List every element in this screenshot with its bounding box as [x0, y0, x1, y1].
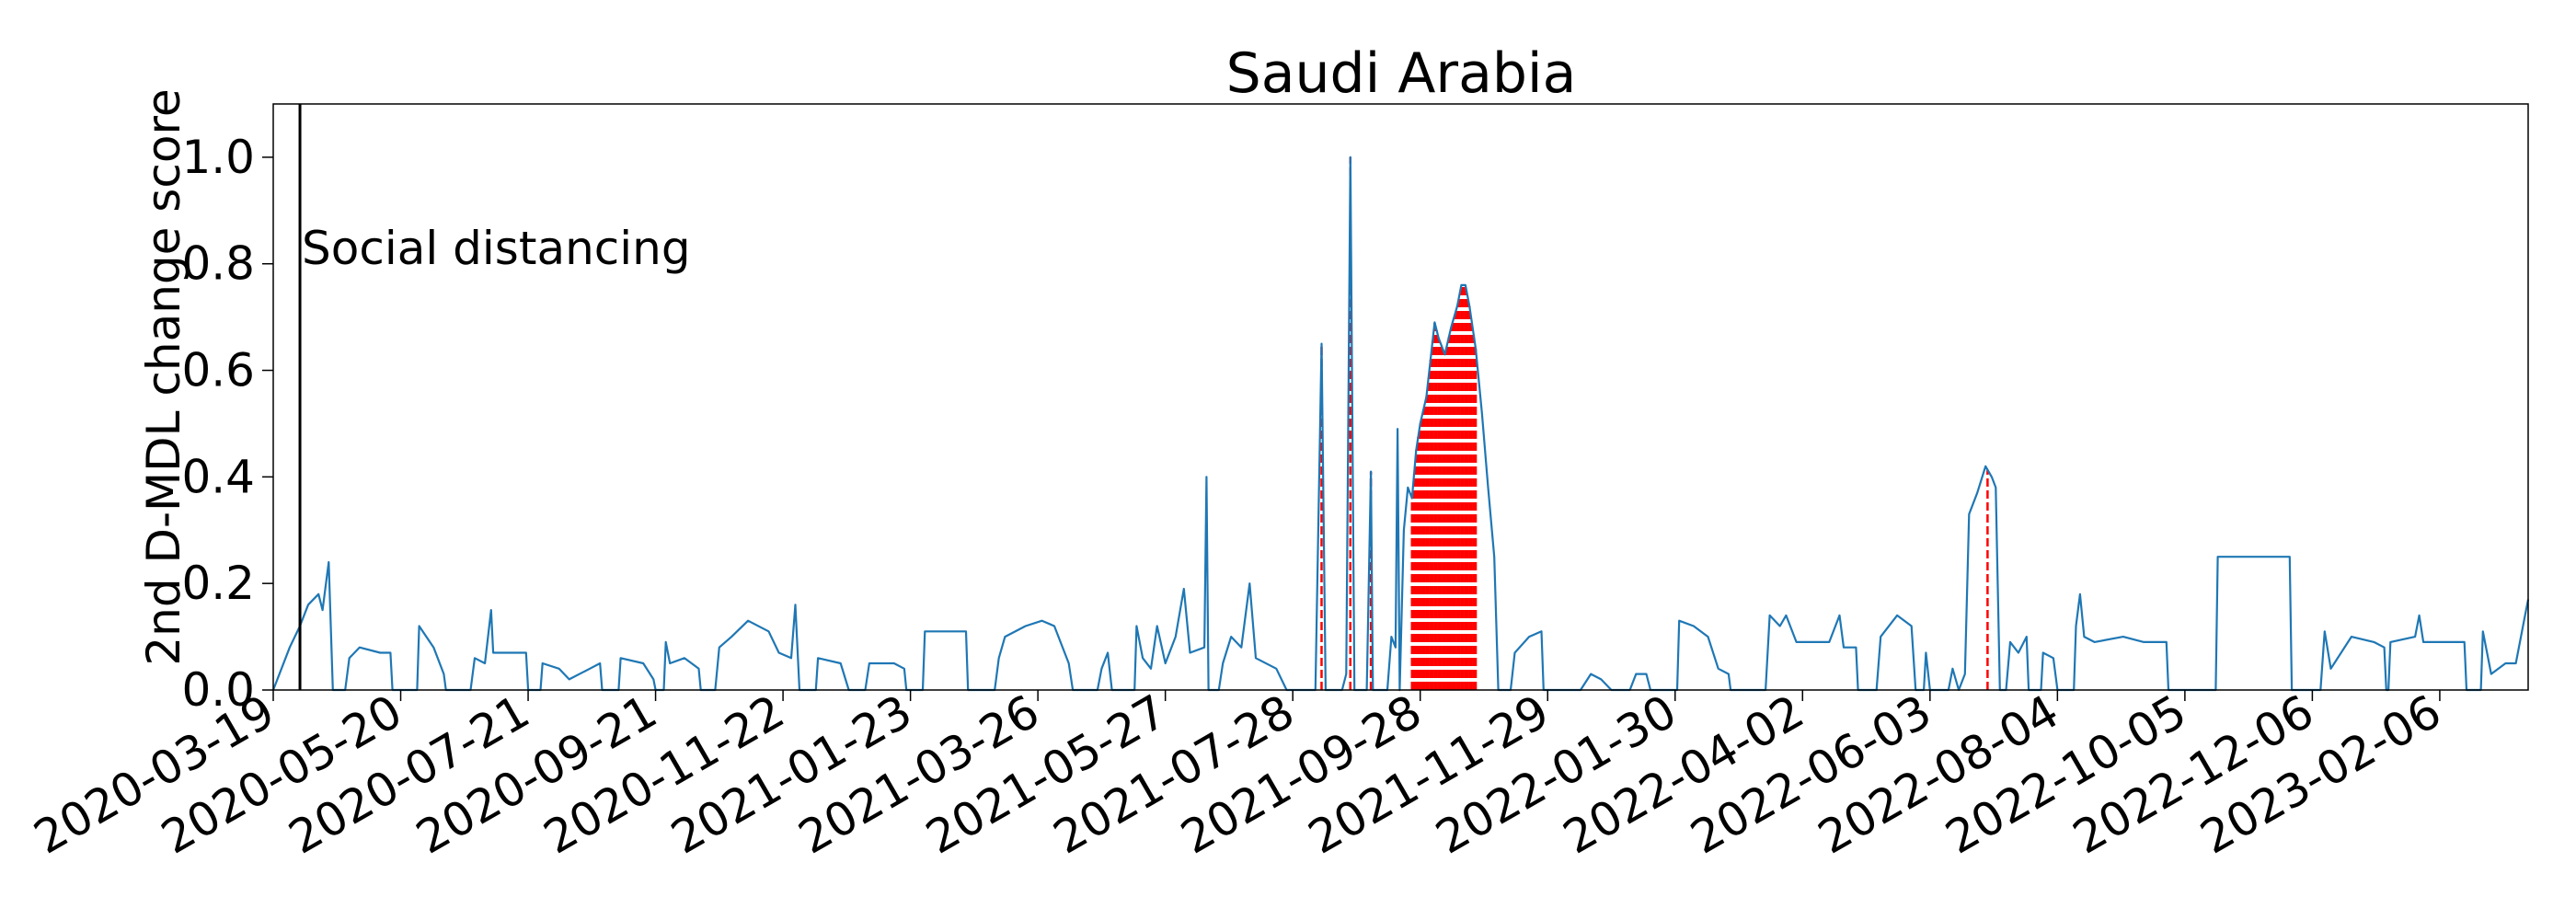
event-label: Social distancing	[302, 222, 691, 275]
alarm-markers	[1320, 156, 1989, 690]
y-tick-label: 0.4	[181, 450, 255, 503]
y-tick-label: 0.2	[181, 557, 255, 610]
y-tick-label: 1.0	[181, 131, 255, 184]
chart-title: Saudi Arabia	[1226, 41, 1577, 106]
event-marker: Social distancing	[298, 104, 691, 690]
y-tick-label: 0.6	[181, 344, 255, 397]
y-tick-label: 0.0	[181, 663, 255, 717]
plot-frame	[272, 103, 2529, 691]
y-tick-label: 0.8	[181, 237, 255, 291]
y-axis-label: 2nd D-MDL change score	[137, 88, 190, 665]
